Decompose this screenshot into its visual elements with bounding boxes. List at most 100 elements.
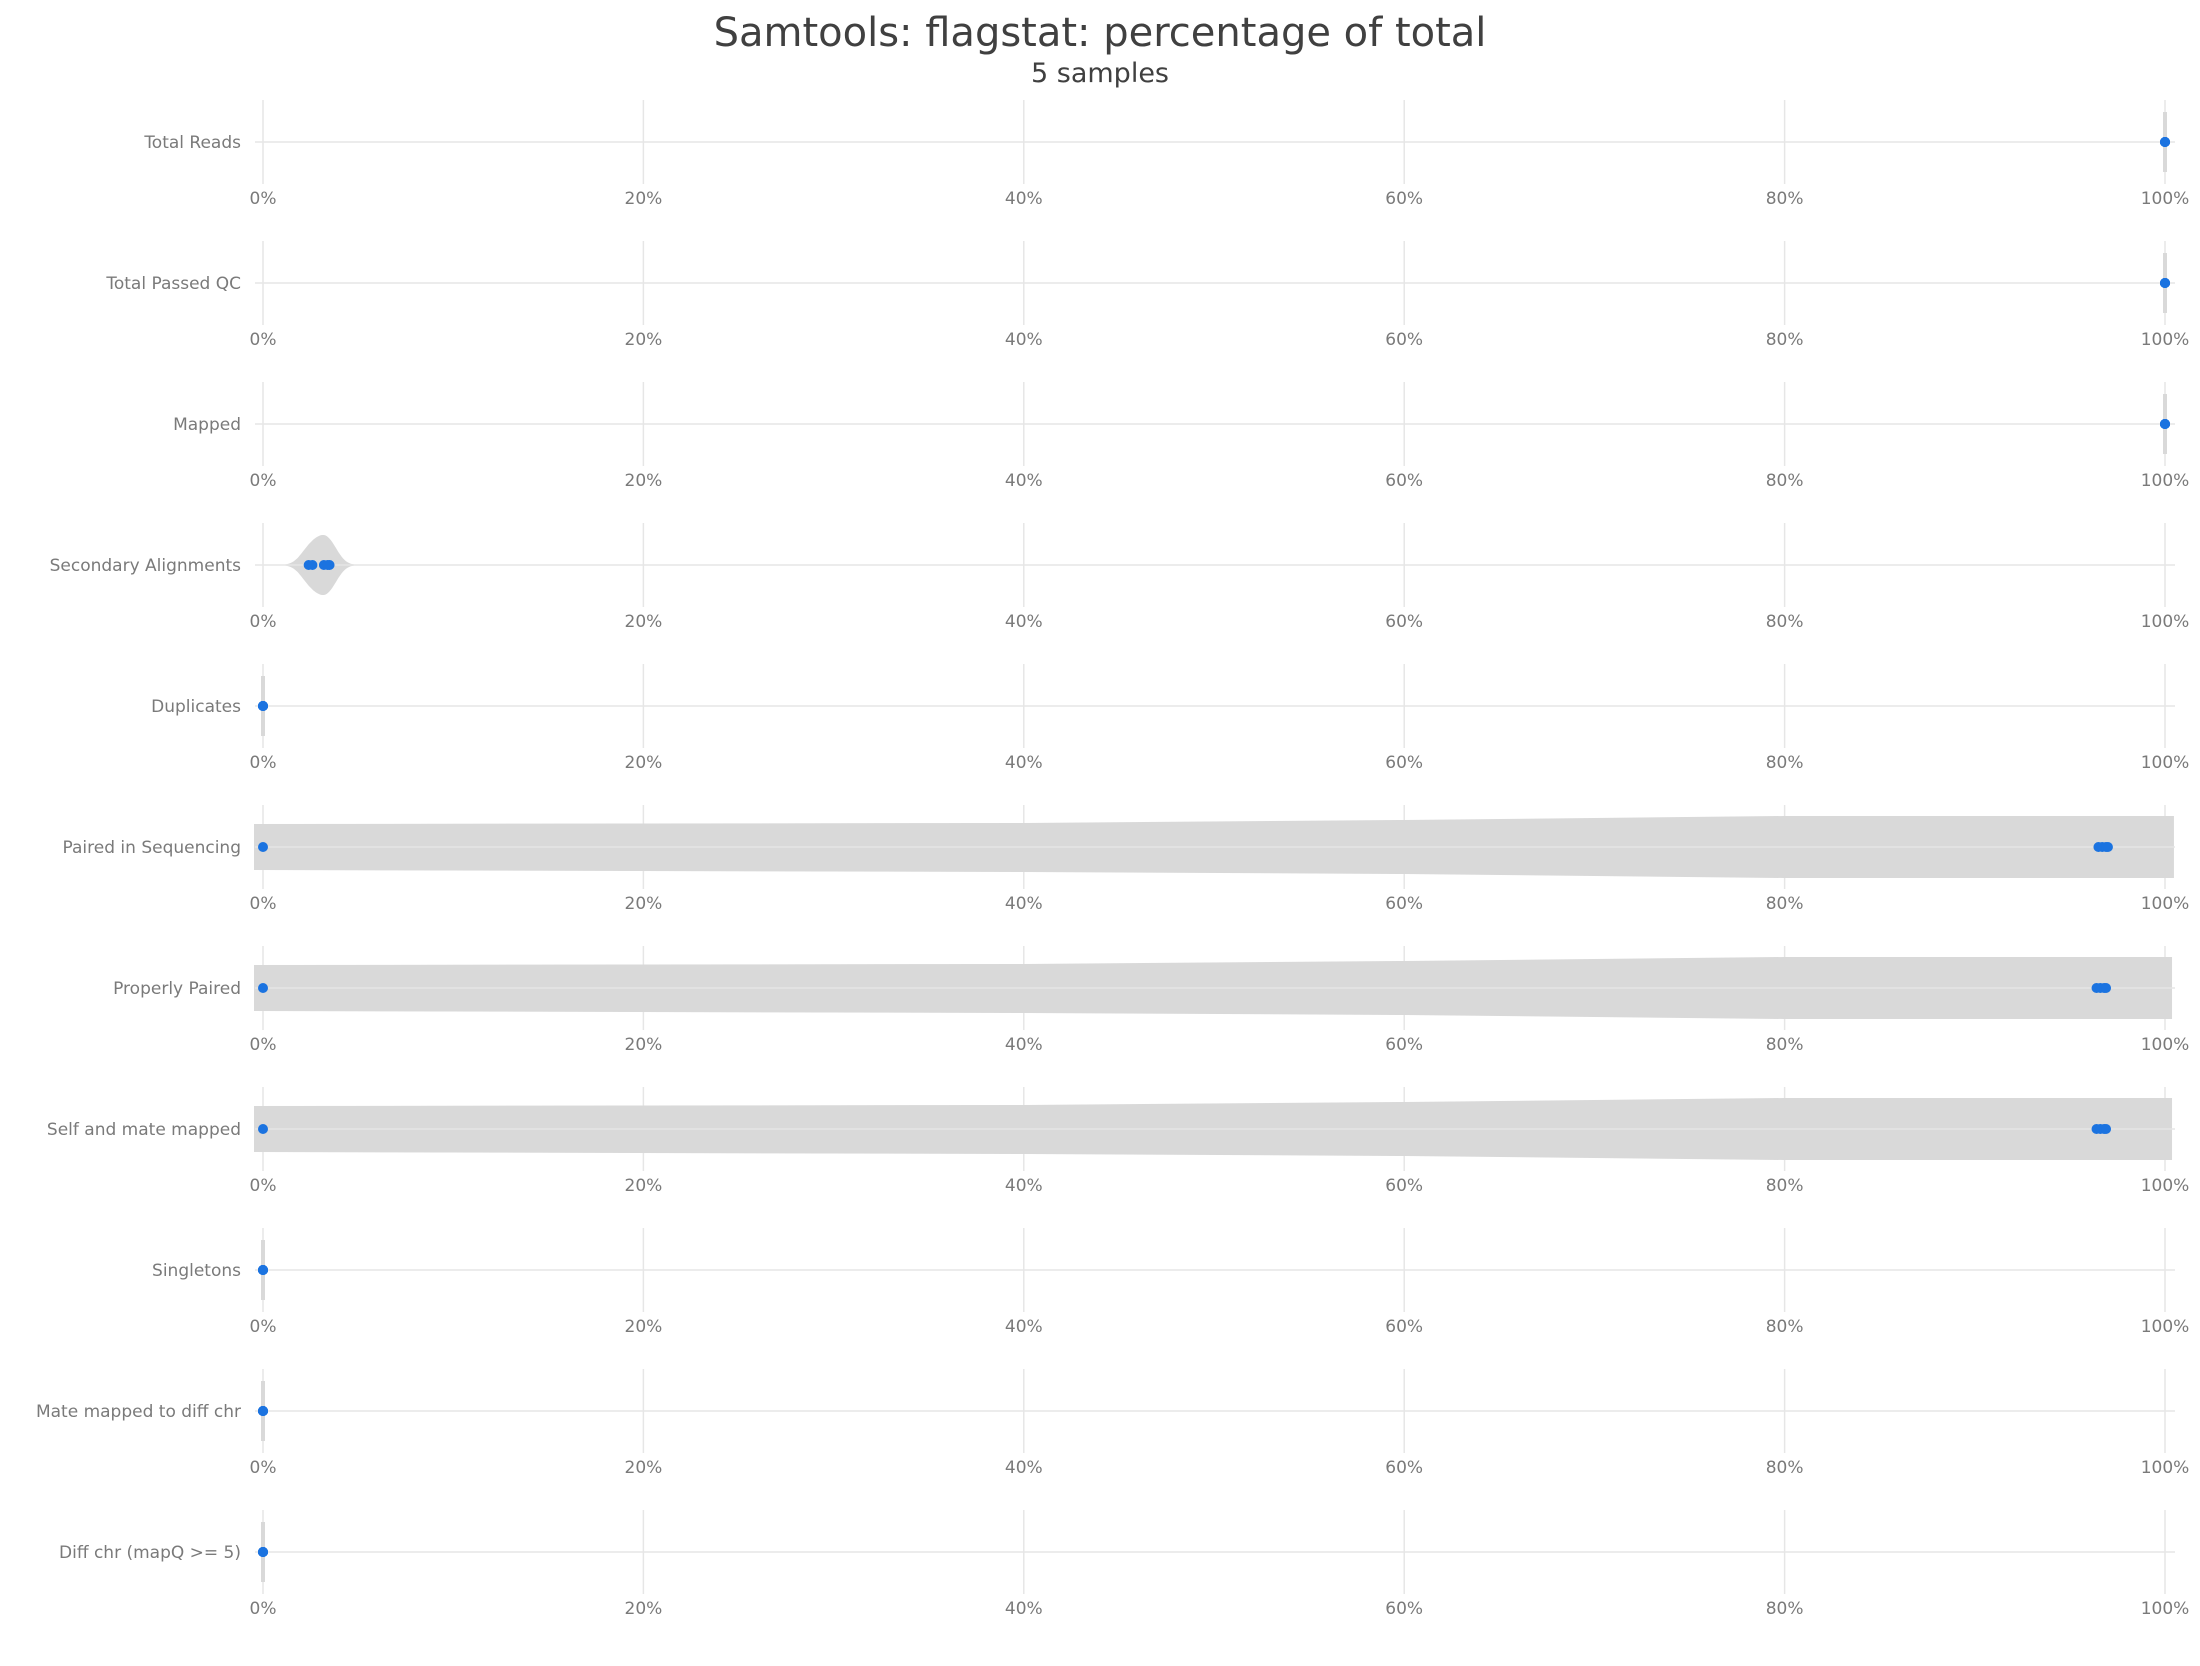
tick-label: 0% (250, 330, 277, 350)
data-point (2160, 137, 2170, 147)
tick-label: 40% (1005, 1176, 1043, 1196)
tick-label: 60% (1385, 330, 1423, 350)
metric-row: Total Reads 0% 20% 40% 60% 80% 100% (143, 100, 2189, 209)
tick-label: 100% (2141, 612, 2190, 632)
tick-label: 60% (1385, 1176, 1423, 1196)
tick-label: 40% (1005, 1317, 1043, 1337)
tick-label: 20% (625, 753, 663, 773)
metric-row: Total Passed QC 0% 20% 40% 60% 80% 100% (105, 241, 2189, 350)
tick-label: 100% (2141, 894, 2190, 914)
tick-label: 80% (1766, 1458, 1804, 1478)
tick-label: 0% (250, 471, 277, 491)
tick-label: 40% (1005, 1458, 1043, 1478)
tick-label: 80% (1766, 471, 1804, 491)
data-point (258, 1547, 268, 1557)
tick-label: 100% (2141, 1035, 2190, 1055)
tick-label: 100% (2141, 1599, 2190, 1619)
tick-label: 60% (1385, 1458, 1423, 1478)
tick-label: 20% (625, 1458, 663, 1478)
tick-label: 60% (1385, 1317, 1423, 1337)
tick-label: 0% (250, 612, 277, 632)
chart-title: Samtools: flagstat: percentage of total (713, 10, 1487, 56)
tick-label: 60% (1385, 1035, 1423, 1055)
tick-label: 40% (1005, 1599, 1043, 1619)
data-point (2102, 842, 2113, 852)
metric-row: Secondary Alignments 0% 20% 40% 60% 80% 100% (50, 523, 2190, 632)
tick-label: 100% (2141, 1458, 2190, 1478)
data-point (322, 560, 333, 570)
tick-label: 20% (625, 330, 663, 350)
data-point (258, 701, 268, 711)
metric-row: Duplicates 0% 20% 40% 60% 80% 100% (151, 664, 2189, 773)
metric-row: Paired in Sequencing 0% 20% 40% 60% 80% 100% (63, 805, 2190, 914)
metric-label: Singletons (152, 1261, 241, 1281)
tick-label: 80% (1766, 1317, 1804, 1337)
metric-row: Diff chr (mapQ >= 5) 0% 20% 40% 60% 80% 100% (59, 1510, 2189, 1619)
metric-label: Duplicates (151, 697, 241, 717)
tick-label: 20% (625, 1035, 663, 1055)
tick-label: 40% (1005, 753, 1043, 773)
tick-label: 80% (1766, 753, 1804, 773)
tick-label: 100% (2141, 330, 2190, 350)
tick-label: 0% (250, 189, 277, 209)
tick-label: 100% (2141, 753, 2190, 773)
metric-row: Self and mate mapped 0% 20% 40% 60% 80% 100% (47, 1087, 2189, 1196)
tick-label: 0% (250, 1176, 277, 1196)
tick-label: 80% (1766, 189, 1804, 209)
tick-label: 100% (2141, 471, 2190, 491)
tick-label: 0% (250, 753, 277, 773)
tick-label: 0% (250, 1317, 277, 1337)
tick-label: 20% (625, 894, 663, 914)
tick-label: 100% (2141, 1317, 2190, 1337)
tick-label: 20% (625, 1176, 663, 1196)
tick-label: 60% (1385, 189, 1423, 209)
tick-label: 80% (1766, 1035, 1804, 1055)
metric-label: Total Passed QC (105, 274, 241, 294)
metric-row: Properly Paired 0% 20% 40% 60% 80% 100% (113, 946, 2189, 1055)
metric-row: Singletons 0% 20% 40% 60% 80% 100% (152, 1228, 2189, 1337)
metric-label: Paired in Sequencing (63, 838, 241, 858)
tick-label: 0% (250, 1599, 277, 1619)
data-point (307, 560, 318, 570)
data-point (258, 1124, 268, 1134)
tick-label: 20% (625, 189, 663, 209)
tick-label: 0% (250, 1035, 277, 1055)
tick-label: 60% (1385, 1599, 1423, 1619)
data-point (2101, 983, 2112, 993)
metric-label: Properly Paired (113, 979, 241, 999)
tick-label: 60% (1385, 753, 1423, 773)
tick-label: 60% (1385, 894, 1423, 914)
tick-label: 20% (625, 1317, 663, 1337)
metric-label: Total Reads (143, 133, 241, 153)
tick-label: 40% (1005, 471, 1043, 491)
data-point (2101, 1124, 2112, 1134)
metric-row: Mapped 0% 20% 40% 60% 80% 100% (173, 382, 2189, 491)
tick-label: 20% (625, 1599, 663, 1619)
tick-label: 60% (1385, 471, 1423, 491)
tick-label: 100% (2141, 189, 2190, 209)
tick-label: 40% (1005, 1035, 1043, 1055)
tick-label: 80% (1766, 1176, 1804, 1196)
tick-label: 80% (1766, 330, 1804, 350)
tick-label: 80% (1766, 612, 1804, 632)
data-point (258, 1265, 268, 1275)
tick-label: 100% (2141, 1176, 2190, 1196)
data-point (258, 983, 268, 993)
tick-label: 0% (250, 894, 277, 914)
tick-label: 40% (1005, 189, 1043, 209)
tick-label: 60% (1385, 612, 1423, 632)
data-point (2160, 278, 2170, 288)
tick-label: 40% (1005, 894, 1043, 914)
tick-label: 20% (625, 612, 663, 632)
data-point (258, 1406, 268, 1416)
tick-label: 0% (250, 1458, 277, 1478)
metric-label: Diff chr (mapQ >= 5) (59, 1543, 241, 1563)
metric-label: Secondary Alignments (50, 556, 242, 576)
metric-label: Mapped (173, 415, 241, 435)
tick-label: 80% (1766, 1599, 1804, 1619)
tick-label: 20% (625, 471, 663, 491)
tick-label: 40% (1005, 612, 1043, 632)
chart-subtitle: 5 samples (1031, 58, 1169, 89)
tick-label: 80% (1766, 894, 1804, 914)
